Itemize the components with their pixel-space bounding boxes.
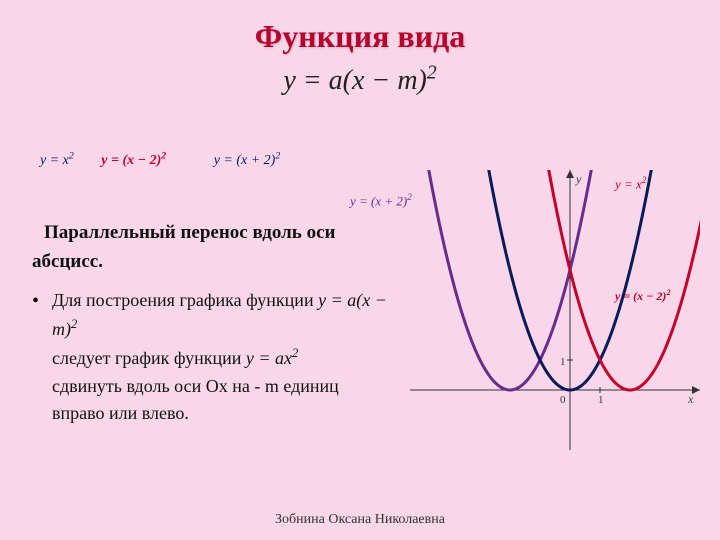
- para2-math: y = ax2: [246, 348, 298, 368]
- legend-f4: y = (x + 2)2: [350, 192, 412, 209]
- y-axis-label: y: [576, 172, 581, 187]
- tick-1x: 1: [598, 394, 604, 406]
- x-axis-label: x: [688, 392, 693, 407]
- main-formula: y = a(x − m)2: [0, 63, 720, 97]
- body-bullet: • Для построения графика функции y = a(x…: [32, 287, 392, 428]
- body-heading: Параллельный перенос вдоль оси абсцисс.: [32, 218, 392, 277]
- para2: следует график функции: [52, 348, 246, 368]
- chart-svg: [410, 170, 700, 450]
- para3: сдвинуть вдоль оси Ох на - m единиц впра…: [52, 376, 339, 424]
- tick-1y: 1: [560, 356, 566, 368]
- body-text: Параллельный перенос вдоль оси абсцисс. …: [32, 218, 392, 428]
- legend-f3: y = (x + 2)2: [214, 153, 281, 168]
- bullet-dot: •: [32, 287, 52, 428]
- slide-footer: Зобнина Оксана Николаевна: [0, 512, 720, 528]
- legend-f1: y = x2: [40, 153, 74, 168]
- slide-title: Функция вида: [0, 0, 720, 55]
- legend-row: y = x2 y = (x − 2)2 y = (x + 2)2: [40, 150, 690, 169]
- tick-0: 0: [560, 394, 566, 406]
- chart-area: y x 0 1 1: [410, 170, 700, 450]
- bullet-content: Для построения графика функции y = a(x −…: [52, 287, 392, 428]
- legend-f2: y = (x − 2)2: [101, 153, 166, 168]
- formula-text: y = a(x − m)2: [283, 65, 436, 96]
- para1a: Для построения графика функции: [52, 290, 318, 310]
